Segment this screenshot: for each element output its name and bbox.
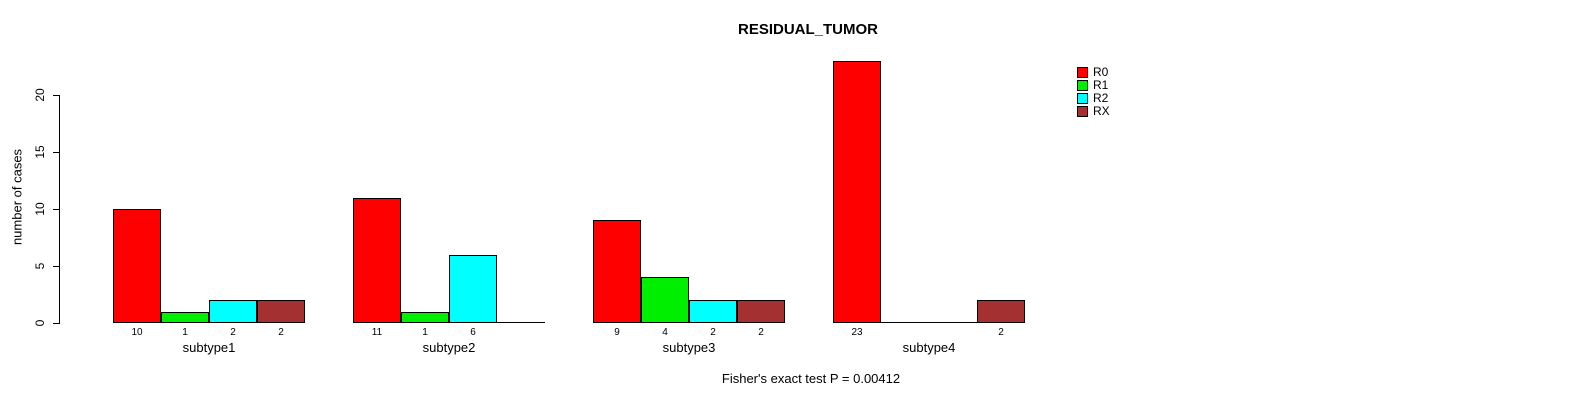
legend-label-R2: R2 <box>1093 91 1109 105</box>
legend-swatch-R2 <box>1077 93 1088 104</box>
x-category-label: subtype1 <box>182 340 236 355</box>
bar-R1-subtype1 <box>161 312 209 323</box>
bar-R2-subtype2 <box>449 255 497 323</box>
x-category-label: subtype3 <box>662 340 716 355</box>
stats-annotation: Fisher's exact test P = 0.00412 <box>721 371 901 386</box>
y-tick-label: 0 <box>33 319 47 327</box>
bar-R0-subtype3 <box>593 220 641 323</box>
legend-label-RX: RX <box>1093 104 1110 118</box>
y-tick <box>53 208 60 210</box>
bar-R2-subtype3 <box>689 300 737 323</box>
y-tick-label: 20 <box>33 88 47 102</box>
x-category-label: subtype2 <box>422 340 476 355</box>
bar-R0-subtype2 <box>353 198 401 323</box>
legend-label-R1: R1 <box>1093 78 1109 92</box>
bar-value-label: 6 <box>470 327 476 338</box>
y-tick-label: 10 <box>33 202 47 216</box>
bar-RX-subtype4 <box>977 300 1025 323</box>
bar-R1-subtype2 <box>401 312 449 323</box>
bar-value-label: 2 <box>758 327 764 338</box>
bar-value-label: 4 <box>662 327 668 338</box>
y-tick <box>53 265 60 267</box>
bar-value-label: 23 <box>851 327 863 338</box>
group-baseline <box>833 322 1025 323</box>
legend-swatch-RX <box>1077 106 1088 117</box>
bar-RX-subtype1 <box>257 300 305 323</box>
bar-value-label: 2 <box>998 327 1004 338</box>
bar-value-label: 2 <box>230 327 236 338</box>
chart-title: RESIDUAL_TUMOR <box>737 21 879 38</box>
y-tick-label: 15 <box>33 145 47 159</box>
y-tick <box>53 151 60 153</box>
bar-value-label: 2 <box>710 327 716 338</box>
bar-R2-subtype1 <box>209 300 257 323</box>
y-tick <box>53 94 60 96</box>
bar-R0-subtype4 <box>833 61 881 323</box>
bar-value-label: 10 <box>131 327 143 338</box>
bar-value-label: 2 <box>278 327 284 338</box>
legend-label-R0: R0 <box>1093 65 1109 79</box>
y-tick <box>53 322 60 324</box>
legend-swatch-R1 <box>1077 80 1088 91</box>
legend-swatch-R0 <box>1077 67 1088 78</box>
bar-value-label: 1 <box>422 327 428 338</box>
bar-R0-subtype1 <box>113 209 161 323</box>
bar-RX-subtype3 <box>737 300 785 323</box>
bar-value-label: 9 <box>614 327 620 338</box>
bar-value-label: 11 <box>371 327 383 338</box>
bar-value-label: 1 <box>182 327 188 338</box>
bar-R1-subtype3 <box>641 277 689 323</box>
x-category-label: subtype4 <box>902 340 956 355</box>
y-tick-label: 5 <box>33 262 47 270</box>
